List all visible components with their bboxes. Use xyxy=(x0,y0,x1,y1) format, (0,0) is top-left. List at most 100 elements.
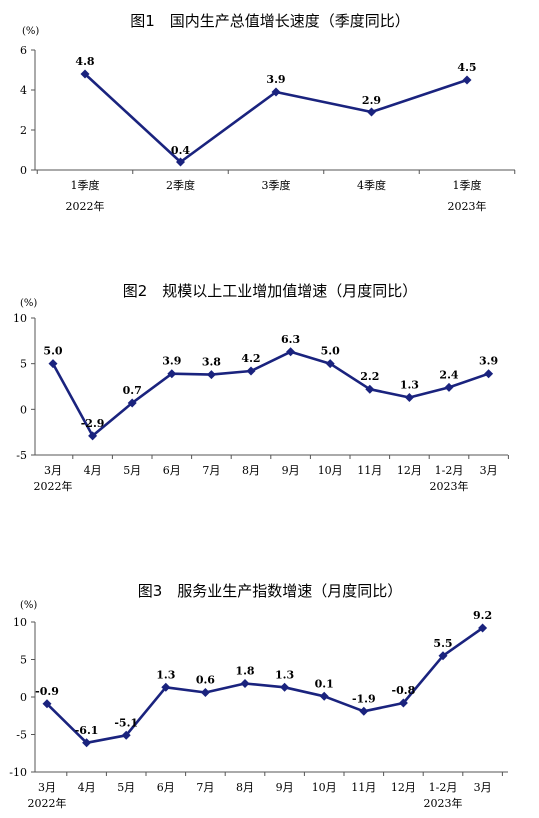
chart1-x-tick-label: 1季度 xyxy=(71,178,100,192)
chart2-data-point xyxy=(48,359,58,369)
chart2-data-point xyxy=(286,347,296,357)
chart1-data-label: 4.5 xyxy=(457,61,476,74)
chart3-unit-label: (%) xyxy=(20,600,37,611)
chart3-y-tick-label: -5 xyxy=(16,729,27,742)
chart2-data-point xyxy=(365,384,375,394)
chart2-x-tick-label: 6月 xyxy=(163,464,181,477)
chart1-x-tick-label: 2季度 xyxy=(166,178,195,192)
chart1-x-tick-label: 3季度 xyxy=(262,178,291,192)
chart2-y-tick-label: 0 xyxy=(20,403,27,416)
chart1-data-label: 2.9 xyxy=(362,94,381,107)
chart2-x-tick-label: 3月 xyxy=(480,464,498,477)
chart3-data-label: -5.1 xyxy=(114,716,138,729)
chart2-y-tick-label: 5 xyxy=(20,358,27,371)
chart2-year-label: 2022年 xyxy=(34,479,73,493)
chart3-data-point xyxy=(478,623,488,633)
chart2-x-tick-label: 3月 xyxy=(44,464,62,477)
chart3-data-point xyxy=(121,730,131,740)
chart1-data-point xyxy=(271,87,281,97)
chart3-data-label: 0.1 xyxy=(315,677,334,690)
chart2-data-label: -2.9 xyxy=(81,417,105,430)
chart3-x-tick-label: 6月 xyxy=(157,781,175,794)
chart3-data-label: -0.9 xyxy=(35,685,59,698)
chart1-data-label: 4.8 xyxy=(75,55,94,68)
chart3-data-point xyxy=(42,699,52,709)
chart1-y-tick-label: 2 xyxy=(20,124,27,137)
chart3-data-point xyxy=(398,698,408,708)
chart1-data-point xyxy=(80,69,90,79)
chart1-x-tick-label: 4季度 xyxy=(357,178,386,192)
chart3-data-label: 1.8 xyxy=(235,665,254,678)
chart3-data-label: -0.8 xyxy=(392,684,416,697)
chart2-series-line xyxy=(51,350,490,438)
chart1-y-tick-label: 6 xyxy=(20,44,27,57)
chart3-y-tick-label: 0 xyxy=(20,691,27,704)
chart1-x-tick-label: 1季度 xyxy=(453,178,482,192)
chart2-data-label: 6.3 xyxy=(281,333,300,346)
chart1-data-label: 3.9 xyxy=(266,73,285,86)
chart3-x-tick-label: 5月 xyxy=(117,781,135,794)
chart3-x-tick-label: 8月 xyxy=(236,781,254,794)
chart3-data-label: 0.6 xyxy=(196,674,215,687)
chart3-data-point xyxy=(438,651,448,661)
chart2-x-tick-label: 12月 xyxy=(397,464,422,477)
chart2-x-tick-label: 5月 xyxy=(123,464,141,477)
chart3-x-tick-label: 9月 xyxy=(276,781,294,794)
chart3-data-label: -1.9 xyxy=(352,692,376,705)
chart2-data-label: 3.9 xyxy=(162,355,181,368)
chart1-year-label: 2022年 xyxy=(66,199,105,213)
chart3-data-label: -6.1 xyxy=(75,724,99,737)
chart2-x-tick-label: 4月 xyxy=(84,464,102,477)
chart2-x-tick-label: 10月 xyxy=(318,464,343,477)
chart3-data-point xyxy=(200,688,210,697)
chart3-y-tick-label: -10 xyxy=(9,766,27,779)
chart2-y-tick-label: 10 xyxy=(13,312,27,325)
chart3-series-line xyxy=(46,626,484,745)
chart2-data-label: 1.3 xyxy=(400,378,419,391)
chart1-data-label: 0.4 xyxy=(171,144,190,157)
chart2-year-label: 2023年 xyxy=(430,479,469,493)
chart3-x-tick-label: 12月 xyxy=(391,781,416,794)
chart1-data-point xyxy=(367,107,376,117)
chart2-data-point xyxy=(88,431,98,441)
chart3-data-label: 1.3 xyxy=(275,668,294,681)
chart1-y-tick-label: 0 xyxy=(20,164,27,177)
chart2-data-label: 3.8 xyxy=(202,356,221,369)
chart3-data-label: 1.3 xyxy=(156,668,175,681)
chart2-x-tick-label: 1-2月 xyxy=(435,464,464,477)
chart3-data-point xyxy=(280,682,290,692)
chart2-x-tick-label: 9月 xyxy=(282,464,300,477)
chart2-x-tick-label: 7月 xyxy=(202,464,220,477)
chart2-data-label: 5.0 xyxy=(43,345,62,358)
chart2-data-label: 2.4 xyxy=(439,368,458,381)
chart3-y-tick-label: 5 xyxy=(20,654,27,667)
chart3-data-point xyxy=(82,738,92,748)
chart3-data-point xyxy=(161,682,171,692)
chart3-x-tick-label: 7月 xyxy=(196,781,214,794)
chart3-year-label: 2023年 xyxy=(424,796,463,810)
chart2-data-point xyxy=(206,370,216,380)
chart1-data-point xyxy=(462,75,472,85)
chart2-title: 图2 规模以上工业增加值增速（月度同比） xyxy=(123,282,418,300)
chart1-unit-label: (%) xyxy=(22,26,39,37)
chart2-data-point xyxy=(484,369,494,379)
chart2-x-tick-label: 11月 xyxy=(357,464,382,477)
chart3-data-point xyxy=(240,679,250,688)
chart3-data-label: 5.5 xyxy=(433,637,452,650)
chart2-y-tick-label: -5 xyxy=(16,449,27,462)
chart3-x-tick-label: 1-2月 xyxy=(429,781,458,794)
chart2-data-label: 4.2 xyxy=(241,352,260,365)
chart3-x-tick-label: 4月 xyxy=(78,781,96,794)
chart2-data-label: 3.9 xyxy=(479,355,498,368)
chart3-x-tick-label: 11月 xyxy=(351,781,376,794)
chart2-x-tick-label: 8月 xyxy=(242,464,260,477)
chart3-year-label: 2022年 xyxy=(28,796,67,810)
chart2-data-label: 2.2 xyxy=(360,370,379,383)
chart2-data-point xyxy=(325,359,335,369)
chart3-y-tick-label: 10 xyxy=(13,616,27,629)
chart3-data-point xyxy=(359,706,369,716)
chart2-data-point xyxy=(444,382,454,392)
chart2-data-point xyxy=(404,392,414,402)
chart3-data-point xyxy=(319,691,329,701)
